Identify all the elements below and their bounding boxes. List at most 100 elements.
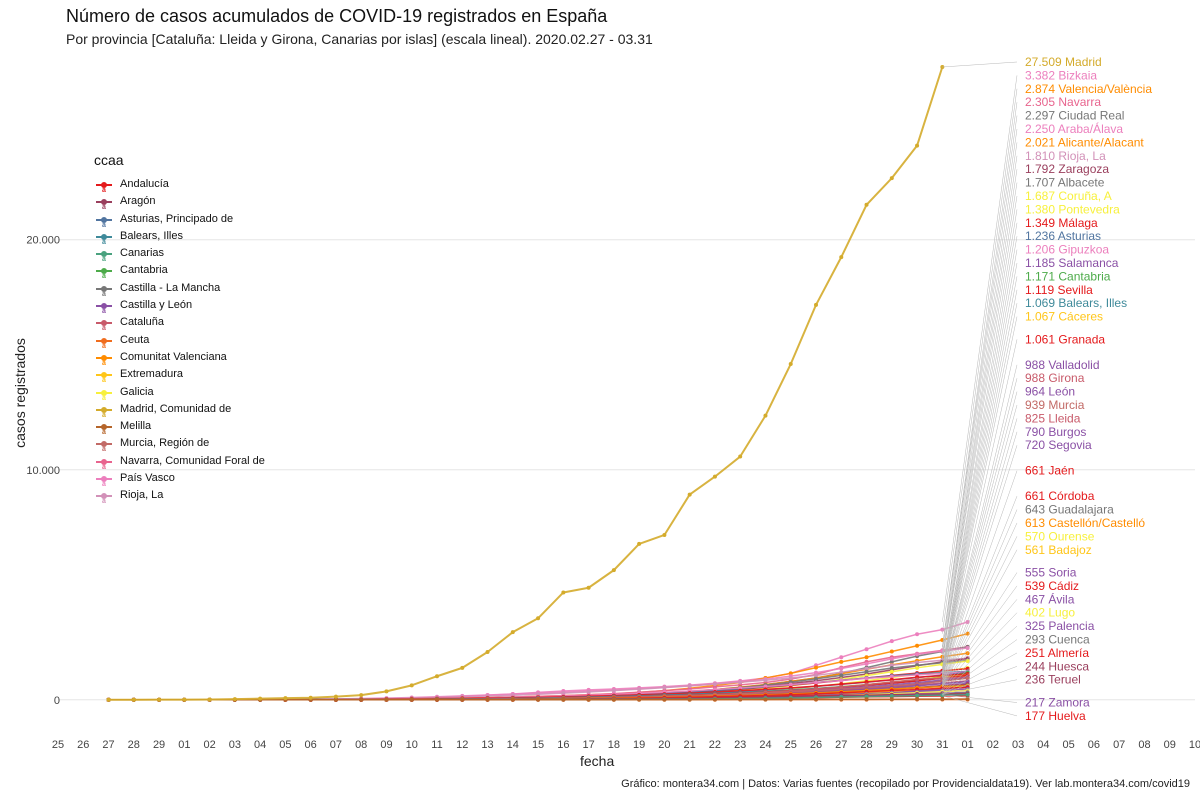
data-point (384, 697, 389, 702)
y-tick-label: 0 (54, 695, 60, 707)
data-point (510, 630, 515, 635)
legend-key: a (96, 228, 112, 246)
data-point (359, 693, 364, 698)
x-tick-label: 08 (1138, 739, 1150, 751)
end-label: 1.206 Gipuzkoa (1025, 243, 1109, 257)
end-label-value: 1.236 (1025, 229, 1058, 243)
end-label-name: Huelva (1048, 709, 1086, 723)
legend-label: Cantabria (120, 264, 168, 277)
end-label: 1.236 Asturias (1025, 229, 1101, 243)
end-label-name: Araba/Álava (1058, 121, 1124, 136)
end-label-value: 1.171 (1025, 269, 1058, 283)
legend-key-glyph: a (102, 411, 106, 419)
data-point (435, 674, 439, 679)
legend-key-glyph: a (102, 359, 106, 367)
legend-key: a (96, 435, 112, 453)
end-label-name: Cantabria (1058, 269, 1110, 283)
end-label-value: 1.119 (1025, 283, 1057, 297)
legend-item: a Extremadura (94, 366, 265, 384)
end-label-name: Zaragoza (1058, 162, 1109, 176)
legend-key: a (96, 384, 112, 402)
data-point (763, 684, 768, 689)
data-point (611, 688, 616, 693)
data-point (687, 697, 692, 702)
data-point (788, 362, 793, 367)
x-tick-label: 16 (557, 739, 569, 751)
data-point (814, 670, 818, 675)
end-label-value: 1.380 (1025, 202, 1058, 216)
end-label: 720 Segovia (1025, 438, 1092, 452)
data-point (561, 691, 566, 696)
data-point (258, 696, 263, 701)
data-point (864, 666, 869, 671)
legend-key: a (96, 176, 112, 194)
end-label-name: Pontevedra (1058, 202, 1120, 216)
y-axis-label: casos registrados (12, 338, 28, 448)
data-point (359, 697, 364, 702)
end-label-name: Granada (1058, 332, 1105, 346)
end-label-name: Sevilla (1057, 283, 1093, 297)
end-label: 1.185 Salamanca (1025, 256, 1119, 270)
end-label-name: Jaén (1048, 464, 1074, 478)
leader-line (942, 639, 1018, 694)
end-label-name: Segovia (1048, 438, 1092, 452)
x-tick-label: 18 (608, 739, 620, 751)
x-tick-label: 28 (860, 739, 872, 751)
end-label: 661 Córdoba (1025, 489, 1095, 503)
x-tick-label: 05 (1063, 739, 1075, 751)
x-tick-label: 15 (532, 739, 544, 751)
legend-key-point (101, 251, 107, 258)
data-point (915, 693, 920, 698)
data-point (788, 682, 793, 687)
leader-line (942, 694, 1018, 703)
end-label-value: 27.509 (1025, 55, 1065, 69)
x-tick-label: 02 (203, 739, 215, 751)
end-label: 1.687 Coruña, A (1025, 189, 1112, 203)
data-point (915, 632, 920, 637)
end-label-name: Valladolid (1048, 358, 1099, 372)
end-label: 1.067 Cáceres (1025, 310, 1103, 324)
end-label-name: Bizkaia (1058, 68, 1097, 82)
data-point (409, 697, 414, 702)
end-label-value: 2.874 (1025, 82, 1058, 96)
end-label-name: Ciudad Real (1058, 109, 1124, 123)
end-label: 1.792 Zaragoza (1025, 162, 1109, 176)
end-label: 293 Cuenca (1025, 633, 1090, 647)
end-label-name: Lugo (1048, 606, 1075, 620)
x-tick-label: 25 (785, 739, 797, 751)
end-label-name: Castellón/Castelló (1048, 516, 1145, 530)
end-label: 2.874 Valencia/València (1025, 82, 1152, 96)
data-point (864, 655, 869, 660)
leader-line (942, 142, 1018, 654)
legend-key-glyph: a (102, 290, 106, 298)
data-point (915, 697, 920, 702)
leader-line (942, 276, 1018, 673)
x-tick-label: 08 (355, 739, 367, 751)
data-point (763, 697, 768, 702)
end-label-name: Burgos (1048, 425, 1086, 439)
legend-label: País Vasco (120, 472, 175, 485)
legend-label: Extremadura (120, 368, 183, 381)
leader-line (942, 470, 1018, 685)
leader-line (942, 249, 1018, 673)
end-label: 27.509 Madrid (1025, 55, 1102, 69)
data-point (839, 697, 844, 702)
data-point (889, 674, 894, 679)
end-label-name: Asturias (1058, 229, 1101, 243)
legend-key-point (101, 233, 107, 240)
leader-line (942, 339, 1018, 676)
legend-key: a (96, 211, 112, 229)
data-point (662, 697, 667, 702)
end-label: 613 Castellón/Castelló (1025, 516, 1145, 530)
x-tick-label: 20 (658, 739, 670, 751)
legend-key-glyph: a (102, 308, 106, 316)
end-label-name: Lleida (1048, 411, 1080, 425)
data-point (839, 655, 844, 660)
data-point (157, 697, 162, 702)
x-axis-ticks: 25 26 27 28 29 01 02 03 04 05 06 07 08 09 10 11 12 13 14 15… (52, 739, 1200, 751)
end-label: 177 Huelva (1025, 709, 1086, 723)
end-label-value: 661 (1025, 489, 1048, 503)
x-tick-label: 09 (1164, 739, 1176, 751)
end-label-name: Guadalajara (1048, 503, 1114, 517)
y-tick-label: 20.000 (26, 235, 60, 247)
